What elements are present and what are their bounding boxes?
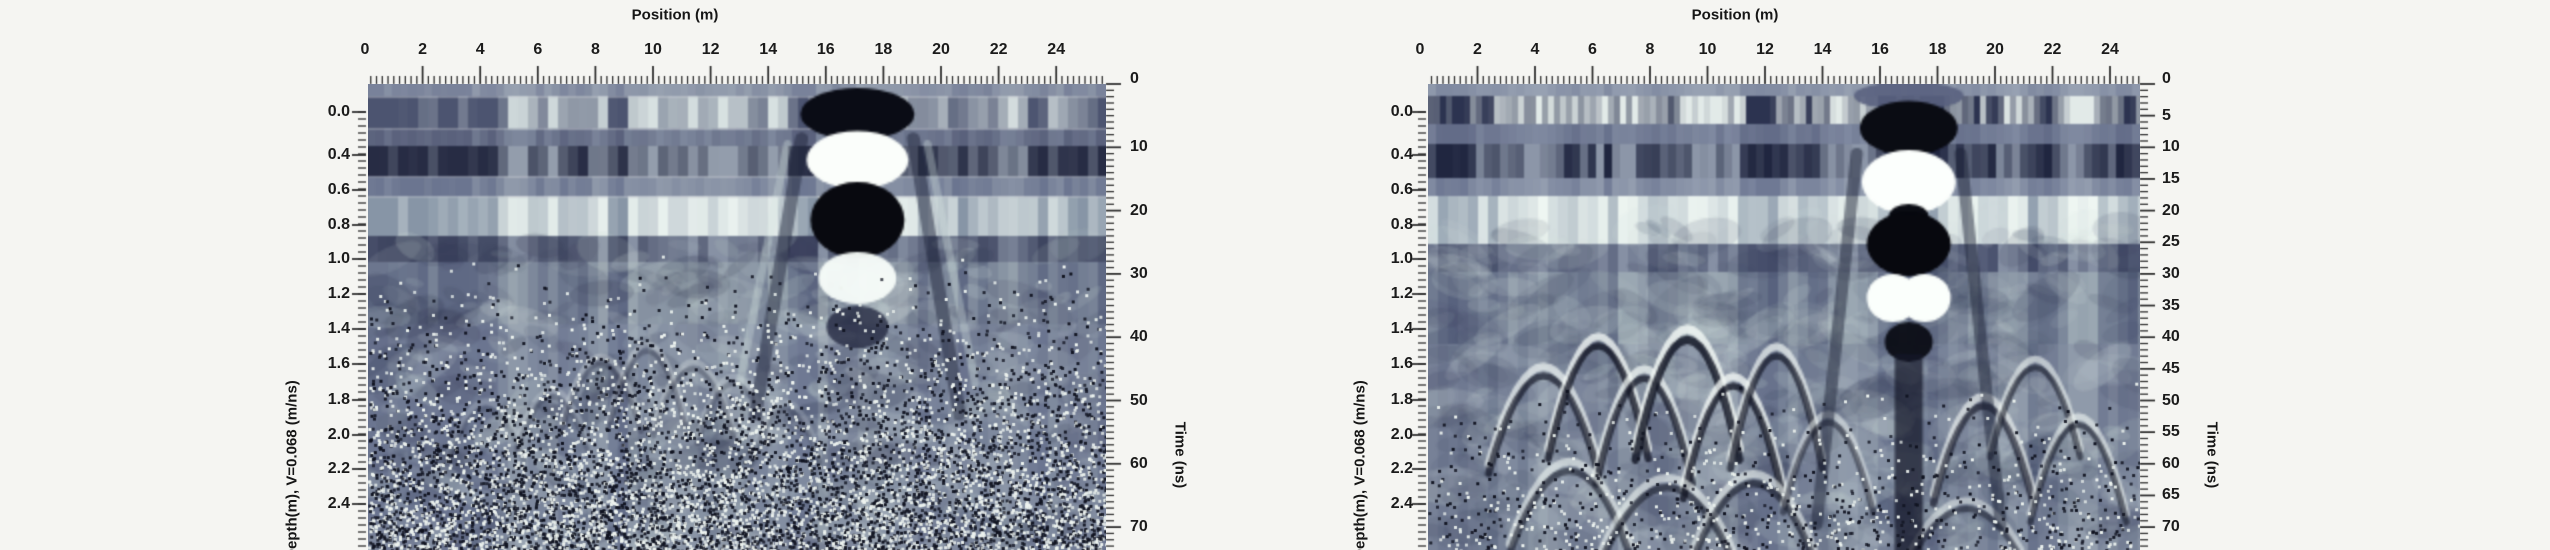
position-tick-label: 8 xyxy=(1645,41,1655,58)
time-tick-label: 35 xyxy=(2162,296,2180,314)
position-tick-label: 12 xyxy=(701,41,720,58)
depth-tick-label: 0.6 xyxy=(1390,181,1413,198)
depth-tick-label: 1.0 xyxy=(327,250,350,267)
depth-tick-label: 1.0 xyxy=(1390,250,1413,267)
time-tick-label: 20 xyxy=(1130,201,1148,219)
position-tick-label: 6 xyxy=(1588,41,1597,58)
depth-tick-label: 1.6 xyxy=(327,355,350,372)
time-tick-label: 10 xyxy=(1130,138,1148,156)
time-tick-label: 0 xyxy=(1130,70,1139,87)
time-tick-label: 50 xyxy=(2162,391,2180,409)
position-tick-label: 20 xyxy=(932,41,950,58)
position-tick-label: 6 xyxy=(533,41,543,58)
position-tick-label: 0 xyxy=(360,41,370,58)
depth-tick-label: 2.2 xyxy=(327,460,350,477)
position-tick-label: 16 xyxy=(1871,41,1889,58)
position-tick-label: 14 xyxy=(759,41,778,58)
position-tick-label: 2 xyxy=(1473,41,1482,58)
position-tick-label: 4 xyxy=(475,41,485,58)
time-tick-label: 15 xyxy=(2162,169,2180,187)
depth-tick-label: 0.4 xyxy=(327,146,350,163)
position-tick-label: 2 xyxy=(418,41,428,58)
depth-tick-label: 0.4 xyxy=(1390,146,1413,163)
time-tick-label: 55 xyxy=(2162,423,2180,441)
time-tick-label: 20 xyxy=(2162,201,2180,219)
depth-tick-label: 2.0 xyxy=(327,426,350,443)
depth-tick-label: 1.4 xyxy=(1390,320,1413,337)
position-tick-label: 22 xyxy=(989,41,1008,58)
position-tick-label: 12 xyxy=(1756,41,1774,58)
depth-tick-label: 2.2 xyxy=(1390,460,1413,477)
time-axis-title: Time (ns) xyxy=(1171,421,1189,489)
position-tick-label: 8 xyxy=(590,41,600,58)
time-tick-label: 70 xyxy=(2162,518,2180,536)
position-tick-label: 22 xyxy=(2043,41,2062,58)
radargram-image xyxy=(1428,84,2140,550)
depth-axis-title: Depth(m), V=0.068 (m/ns) xyxy=(1351,380,1369,550)
position-tick-label: 18 xyxy=(1928,41,1947,58)
time-tick-label: 10 xyxy=(2162,138,2180,156)
position-tick-label: 24 xyxy=(2101,41,2119,58)
depth-tick-label: 1.2 xyxy=(1390,285,1413,302)
depth-tick-label: 1.4 xyxy=(327,320,350,337)
position-tick-label: 16 xyxy=(816,41,835,58)
time-tick-label: 40 xyxy=(2162,328,2180,346)
radargram-image xyxy=(368,84,1106,550)
depth-tick-label: 1.6 xyxy=(1390,355,1413,372)
time-tick-label: 30 xyxy=(2162,264,2180,282)
depth-tick-label: 2.0 xyxy=(1390,426,1413,443)
depth-tick-label: 0.0 xyxy=(327,103,350,120)
position-tick-label: 4 xyxy=(1530,41,1540,58)
time-tick-label: 40 xyxy=(1130,328,1148,346)
depth-tick-label: 1.8 xyxy=(1390,391,1413,408)
time-tick-label: 60 xyxy=(1130,454,1148,472)
time-tick-label: 45 xyxy=(2162,359,2180,377)
depth-axis-title: Depth(m), V=0.068 (m/ns) xyxy=(283,380,301,550)
position-tick-label: 24 xyxy=(1047,41,1066,58)
time-tick-label: 25 xyxy=(2162,233,2180,251)
position-tick-label: 10 xyxy=(644,41,662,58)
position-axis-title: Position (m) xyxy=(631,6,719,24)
time-tick-label: 0 xyxy=(2162,70,2171,87)
position-tick-label: 18 xyxy=(874,41,893,58)
time-tick-label: 5 xyxy=(2162,106,2171,124)
depth-tick-label: 0.0 xyxy=(1390,103,1413,120)
depth-tick-label: 2.4 xyxy=(327,495,350,512)
depth-tick-label: 2.4 xyxy=(1390,495,1413,512)
position-axis-title: Position (m) xyxy=(1691,6,1779,24)
time-tick-label: 30 xyxy=(1130,264,1148,282)
time-tick-label: 65 xyxy=(2162,486,2180,504)
time-tick-label: 70 xyxy=(1130,518,1148,536)
time-tick-label: 50 xyxy=(1130,391,1148,409)
depth-tick-label: 1.2 xyxy=(327,285,350,302)
position-tick-label: 10 xyxy=(1698,41,1717,58)
depth-tick-label: 0.8 xyxy=(327,216,350,233)
depth-tick-label: 0.6 xyxy=(327,181,350,198)
time-axis-title: Time (ns) xyxy=(2203,421,2221,489)
position-tick-label: 14 xyxy=(1813,41,1832,58)
position-tick-label: 0 xyxy=(1415,41,1425,58)
position-tick-label: 20 xyxy=(1986,41,2004,58)
time-tick-label: 60 xyxy=(2162,454,2180,472)
depth-tick-label: 1.8 xyxy=(327,391,350,408)
depth-tick-label: 0.8 xyxy=(1390,216,1413,233)
